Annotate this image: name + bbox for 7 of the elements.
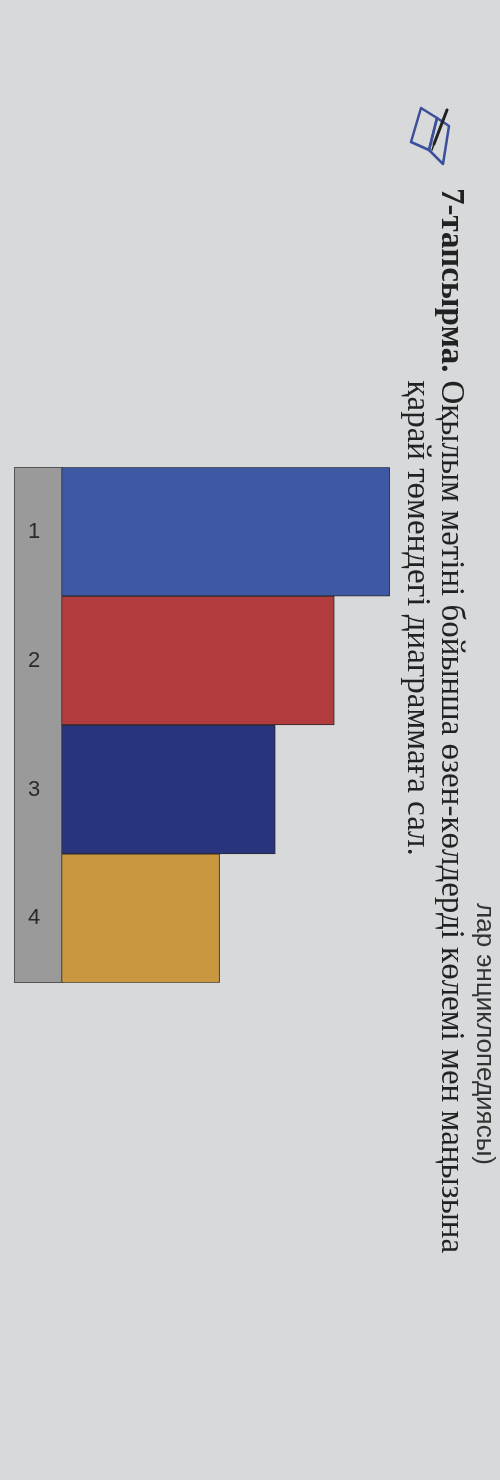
text: Оқылым мәтіні бойынша өзен-көлдерді көлемі мен маңызына қарай төмендегі диаграммаға сал. bbox=[401, 380, 471, 1256]
chart-title: 7-тапсырма. bbox=[435, 188, 471, 373]
y-tick-label: 3 bbox=[27, 775, 41, 801]
y-tick-label: 2 bbox=[27, 646, 41, 672]
text: лар энциклопедиясы) bbox=[471, 903, 500, 1168]
y-tick-label: 1 bbox=[27, 517, 41, 543]
y-tick-label: 4 bbox=[27, 904, 41, 930]
